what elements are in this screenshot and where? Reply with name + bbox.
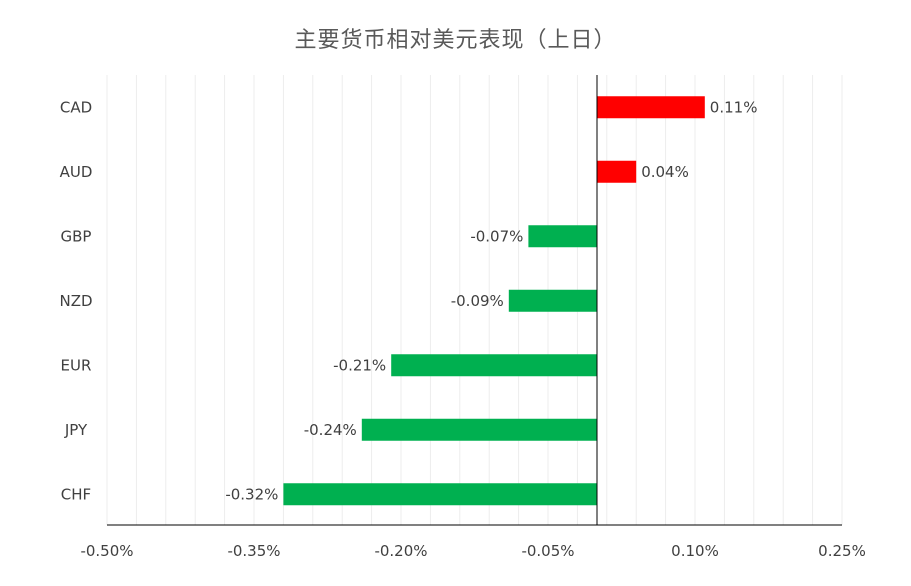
bars — [283, 96, 705, 506]
data-label-cad: 0.11% — [710, 98, 758, 116]
data-label-jpy: -0.24% — [304, 421, 357, 439]
x-tick-label: -0.20% — [374, 542, 427, 560]
bar-jpy — [361, 418, 597, 441]
category-label-nzd: NZD — [59, 292, 92, 310]
bar-nzd — [508, 289, 597, 312]
x-tick-label: 0.25% — [818, 542, 866, 560]
category-label-chf: CHF — [61, 485, 91, 503]
data-label-chf: -0.32% — [225, 485, 278, 503]
labels: CAD 0.11% AUD 0.04% GBP -0.07% NZD -0.09% EUR -0.… — [59, 98, 865, 560]
bar-aud — [597, 160, 637, 183]
category-label-jpy: JPY — [64, 421, 88, 439]
data-label-nzd: -0.09% — [451, 292, 504, 310]
data-label-eur: -0.21% — [333, 356, 386, 374]
data-label-gbp: -0.07% — [470, 227, 523, 245]
category-label-eur: EUR — [61, 356, 92, 374]
category-label-gbp: GBP — [61, 227, 92, 245]
category-label-cad: CAD — [60, 98, 92, 116]
x-tick-label: -0.50% — [80, 542, 133, 560]
x-tick-label: 0.10% — [671, 542, 719, 560]
category-label-aud: AUD — [60, 163, 93, 181]
chart-title: 主要货币相对美元表现（上日） — [294, 28, 617, 53]
axes — [107, 75, 842, 526]
bar-cad — [597, 96, 705, 119]
bar-eur — [391, 354, 597, 377]
x-tick-label: -0.35% — [227, 542, 280, 560]
data-label-aud: 0.04% — [641, 163, 689, 181]
bar-gbp — [528, 225, 597, 248]
bar-chf — [283, 483, 597, 506]
x-tick-label: -0.05% — [521, 542, 574, 560]
